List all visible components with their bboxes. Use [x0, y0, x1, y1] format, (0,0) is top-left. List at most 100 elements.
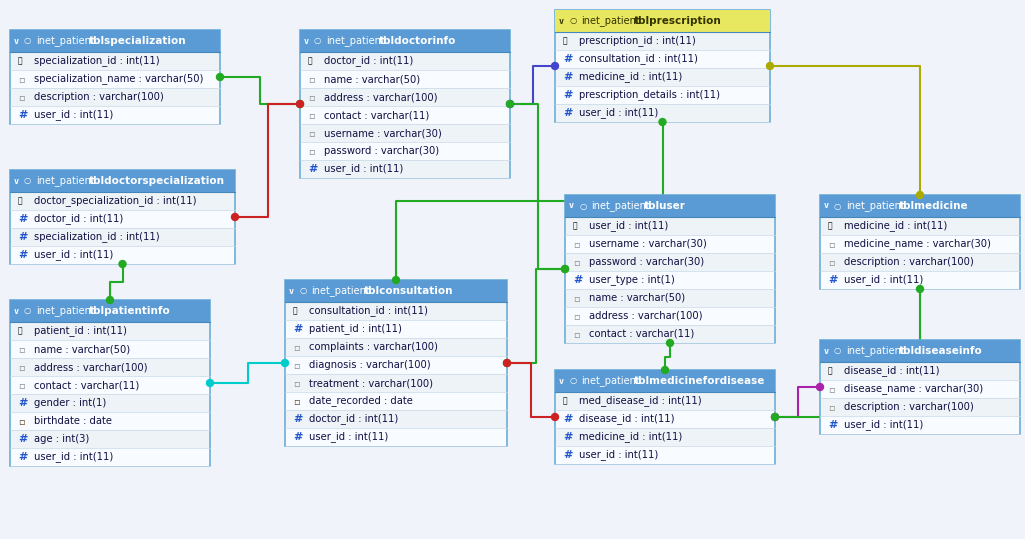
Text: contact : varchar(11): contact : varchar(11)	[34, 380, 139, 390]
Text: doctor_specialization_id : int(11): doctor_specialization_id : int(11)	[34, 196, 197, 206]
Text: #: #	[308, 164, 318, 174]
Text: tbldiseaseinfo: tbldiseaseinfo	[899, 346, 983, 356]
Bar	[556, 446, 774, 464]
Text: inet_patient.: inet_patient.	[36, 36, 97, 46]
Bar	[566, 325, 774, 343]
Text: ○: ○	[834, 347, 842, 356]
Text: ▫: ▫	[828, 402, 834, 412]
Circle shape	[916, 191, 924, 198]
Text: v: v	[289, 287, 294, 295]
Bar	[285, 280, 507, 446]
Text: ▫: ▫	[308, 92, 315, 102]
Bar	[11, 358, 209, 376]
Text: 🔑: 🔑	[18, 327, 23, 335]
Bar	[556, 68, 769, 86]
Circle shape	[551, 413, 559, 420]
Bar	[10, 30, 220, 124]
Circle shape	[562, 266, 569, 273]
Text: inet_patient.: inet_patient.	[311, 286, 373, 296]
Text: inet_patient.: inet_patient.	[326, 36, 387, 46]
Circle shape	[232, 213, 239, 220]
Text: gender : int(1): gender : int(1)	[34, 398, 107, 408]
Text: prescription_id : int(11): prescription_id : int(11)	[579, 36, 696, 46]
Bar	[286, 338, 506, 356]
Text: #: #	[563, 414, 572, 424]
Bar	[566, 289, 774, 307]
Text: ○: ○	[24, 307, 31, 315]
Text: 🔑: 🔑	[828, 367, 832, 376]
Text: v: v	[824, 202, 829, 211]
Bar	[11, 394, 209, 412]
Bar	[301, 142, 509, 160]
Text: #: #	[828, 275, 837, 285]
Text: description : varchar(100): description : varchar(100)	[844, 257, 974, 267]
Bar	[11, 322, 209, 340]
Text: ▫: ▫	[308, 74, 315, 84]
Text: user_id : int(11): user_id : int(11)	[589, 220, 668, 231]
Circle shape	[393, 277, 400, 284]
Text: disease_name : varchar(30): disease_name : varchar(30)	[844, 384, 983, 395]
Bar	[820, 340, 1020, 434]
Text: tblspecialization: tblspecialization	[89, 36, 187, 46]
Bar	[555, 370, 775, 464]
Text: #: #	[18, 232, 28, 242]
Text: date_recorded : date: date_recorded : date	[309, 396, 413, 406]
Text: disease_id : int(11): disease_id : int(11)	[844, 365, 940, 376]
Circle shape	[817, 384, 823, 390]
Text: ▫: ▫	[573, 239, 579, 249]
Circle shape	[119, 260, 126, 267]
Bar	[820, 195, 1020, 217]
Text: #: #	[563, 54, 572, 64]
Text: tblmedicinefordisease: tblmedicinefordisease	[634, 376, 766, 386]
Bar	[556, 428, 774, 446]
Text: medicine_name : varchar(30): medicine_name : varchar(30)	[844, 239, 991, 250]
Text: ▫: ▫	[573, 329, 579, 339]
Circle shape	[107, 296, 114, 303]
Circle shape	[661, 367, 668, 374]
Text: inet_patient.: inet_patient.	[36, 306, 97, 316]
Text: ▫: ▫	[293, 396, 299, 406]
Text: ▫: ▫	[18, 416, 25, 426]
Text: v: v	[14, 307, 19, 315]
Circle shape	[503, 360, 510, 367]
Text: specialization_name : varchar(50): specialization_name : varchar(50)	[34, 73, 203, 85]
Bar	[301, 106, 509, 124]
Text: treatment : varchar(100): treatment : varchar(100)	[309, 378, 433, 388]
Text: tblconsultation: tblconsultation	[364, 286, 454, 296]
Bar	[286, 410, 506, 428]
Bar	[556, 86, 769, 104]
Text: #: #	[563, 90, 572, 100]
Text: #: #	[18, 398, 28, 408]
Text: #: #	[573, 275, 582, 285]
Text: doctor_id : int(11): doctor_id : int(11)	[34, 213, 123, 224]
Text: v: v	[304, 37, 309, 45]
Text: 🔑: 🔑	[293, 307, 297, 315]
Bar	[11, 88, 219, 106]
Text: user_id : int(11): user_id : int(11)	[579, 108, 658, 119]
Bar	[286, 320, 506, 338]
Text: #: #	[18, 434, 28, 444]
Bar	[300, 30, 510, 52]
Text: ○: ○	[24, 37, 31, 45]
Text: ▫: ▫	[18, 362, 25, 372]
Text: #: #	[18, 452, 28, 462]
Text: inet_patient.: inet_patient.	[846, 345, 908, 356]
Circle shape	[282, 360, 288, 367]
Text: 🔑: 🔑	[563, 397, 568, 405]
Bar	[565, 195, 775, 217]
Text: medicine_id : int(11): medicine_id : int(11)	[844, 220, 947, 231]
Text: medicine_id : int(11): medicine_id : int(11)	[579, 432, 683, 443]
Text: 🔑: 🔑	[18, 197, 23, 205]
Circle shape	[551, 63, 559, 70]
Text: v: v	[559, 17, 564, 25]
Text: #: #	[563, 108, 572, 118]
Text: #: #	[828, 420, 837, 430]
Text: name : varchar(50): name : varchar(50)	[589, 293, 685, 303]
Circle shape	[767, 63, 774, 70]
Text: v: v	[14, 176, 19, 185]
Text: inet_patient.: inet_patient.	[581, 16, 643, 26]
Text: tblpatientinfo: tblpatientinfo	[89, 306, 171, 316]
Bar	[10, 170, 235, 264]
Text: #: #	[18, 110, 28, 120]
Text: ▫: ▫	[308, 128, 315, 138]
